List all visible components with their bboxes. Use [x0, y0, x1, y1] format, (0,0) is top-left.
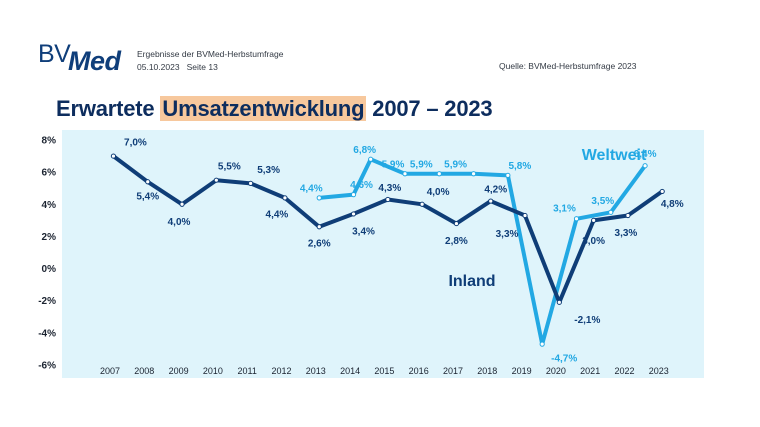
data-point-inland	[282, 195, 288, 201]
data-point-inland	[453, 220, 460, 227]
x-tick-label: 2015	[374, 366, 394, 376]
title-prefix: Erwartete	[56, 96, 161, 121]
y-tick-label: 2%	[42, 232, 57, 243]
series-label-inland: Inland	[448, 273, 495, 290]
chart-title: Erwartete Umsatzentwicklung 2007 – 2023	[56, 96, 493, 122]
series-label-weltweit: Weltweit	[582, 147, 647, 164]
y-tick-label: 4%	[42, 200, 57, 211]
data-label-inland: 4,0%	[427, 187, 450, 198]
x-tick-label: 2008	[134, 366, 154, 376]
data-label-inland: 3,3%	[496, 229, 519, 240]
data-point-inland	[419, 201, 425, 207]
x-tick-label: 2012	[271, 366, 291, 376]
x-tick-label: 2021	[580, 366, 600, 376]
data-label-inland: 5,4%	[136, 191, 159, 202]
header-meta: Ergebnisse der BVMed-Herbstumfrage 05.10…	[137, 48, 283, 74]
x-tick-label: 2023	[649, 366, 669, 376]
x-tick-label: 2020	[546, 366, 566, 376]
data-point-inland	[385, 196, 391, 203]
data-label-inland: 7,0%	[124, 138, 147, 149]
y-tick-label: -6%	[38, 361, 56, 372]
y-tick-label: 6%	[42, 168, 57, 179]
survey-subtitle: Ergebnisse der BVMed-Herbstumfrage	[137, 49, 284, 59]
data-label-inland: 3,4%	[352, 226, 375, 237]
y-tick-label: -4%	[38, 328, 56, 339]
data-label-inland: 4,0%	[168, 217, 191, 228]
data-label-inland: 4,4%	[266, 209, 289, 220]
data-point-inland	[110, 153, 117, 159]
x-tick-label: 2016	[409, 366, 429, 376]
data-point-weltweit	[350, 192, 357, 198]
data-point-inland	[213, 177, 219, 183]
x-tick-label: 2014	[340, 366, 360, 376]
data-point-weltweit	[436, 171, 442, 177]
x-tick-label: 2009	[169, 366, 189, 376]
data-label-inland: 5,5%	[218, 162, 241, 173]
data-point-inland	[522, 212, 528, 219]
x-tick-label: 2017	[443, 366, 463, 376]
data-point-weltweit	[505, 172, 511, 178]
data-label-weltweit: 5,9%	[444, 159, 467, 170]
data-label-inland: 5,3%	[257, 165, 280, 176]
data-label-weltweit: 3,5%	[591, 196, 614, 207]
data-label-weltweit: 5,9%	[410, 159, 433, 170]
plot-background	[62, 130, 704, 378]
data-point-inland	[316, 224, 322, 230]
data-label-inland: 3,3%	[615, 228, 638, 239]
data-label-inland: 3,0%	[582, 236, 605, 247]
data-point-weltweit	[470, 171, 477, 177]
data-label-weltweit: 3,1%	[553, 203, 576, 214]
logo-med-text: Med	[68, 46, 121, 76]
data-label-inland: -2,1%	[574, 315, 600, 326]
data-point-inland	[625, 212, 631, 219]
x-tick-label: 2010	[203, 366, 223, 376]
data-point-inland	[248, 180, 254, 186]
title-highlight: Umsatzentwicklung	[160, 96, 367, 121]
data-point-inland	[179, 201, 185, 207]
survey-date: 05.10.2023	[137, 62, 180, 72]
y-tick-label: 8%	[42, 136, 57, 147]
data-point-inland	[556, 299, 562, 305]
data-point-inland	[488, 198, 494, 204]
x-tick-label: 2013	[306, 366, 326, 376]
data-point-inland	[591, 217, 597, 223]
data-point-weltweit	[539, 341, 545, 347]
data-point-inland	[350, 211, 357, 217]
x-tick-label: 2019	[512, 366, 532, 376]
x-tick-label: 2022	[614, 366, 634, 376]
x-tick-label: 2007	[100, 366, 120, 376]
data-point-inland	[659, 188, 665, 195]
data-label-inland: 4,3%	[378, 183, 401, 194]
data-point-weltweit	[573, 216, 580, 222]
data-label-inland: 2,8%	[445, 236, 468, 247]
x-tick-label: 2018	[477, 366, 497, 376]
page-number: Seite 13	[186, 62, 218, 72]
data-point-weltweit	[316, 195, 322, 201]
data-label-weltweit: 4,4%	[300, 183, 323, 194]
x-tick-label: 2011	[238, 366, 257, 376]
data-label-inland: 2,6%	[308, 238, 331, 249]
data-point-weltweit	[642, 163, 648, 169]
data-label-weltweit: 6,8%	[353, 145, 376, 156]
data-label-weltweit: -4,7%	[551, 354, 577, 365]
data-label-weltweit: 4,6%	[350, 180, 373, 191]
data-point-weltweit	[608, 209, 614, 215]
data-point-inland	[145, 179, 151, 185]
title-suffix: 2007 – 2023	[366, 96, 493, 121]
data-label-inland: 4,2%	[484, 185, 507, 196]
data-label-weltweit: 5,9%	[382, 159, 405, 170]
data-point-weltweit	[402, 171, 408, 177]
data-label-weltweit: 5,8%	[508, 161, 531, 172]
date-page-line: 05.10.2023 Seite 13	[137, 61, 283, 74]
y-tick-label: 0%	[42, 264, 57, 275]
data-label-weltweit: 6,4%	[634, 149, 657, 160]
source-note: Quelle: BVMed-Herbstumfrage 2023	[499, 61, 637, 71]
y-tick-label: -2%	[38, 296, 56, 307]
logo-bv-text: BV	[38, 40, 71, 68]
data-label-inland: 4,8%	[661, 199, 684, 210]
data-point-weltweit	[368, 156, 374, 162]
